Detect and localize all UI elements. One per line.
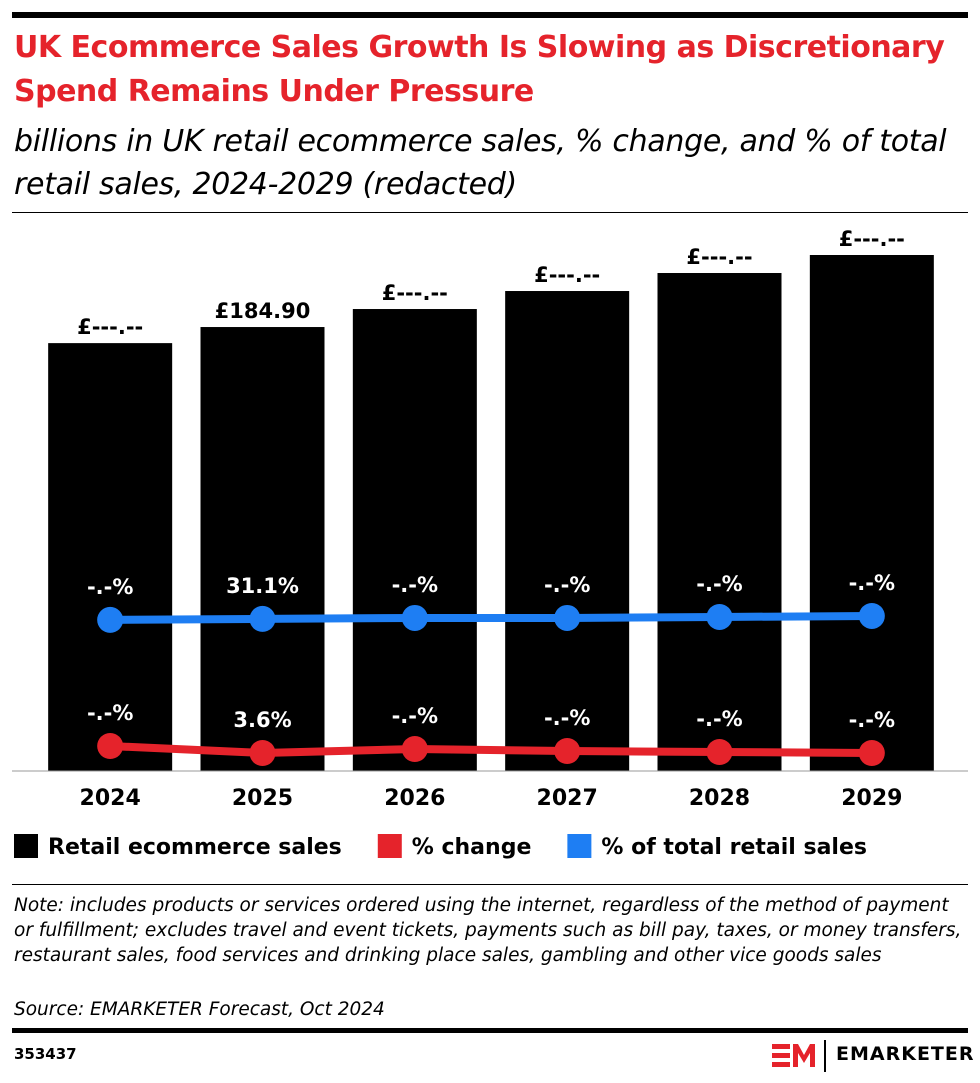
bar-value-label: £184.90 — [215, 299, 311, 323]
bottom-rule — [12, 1028, 968, 1033]
point-value-label: -.-% — [849, 571, 895, 595]
point-value-label: 3.6% — [233, 708, 291, 732]
point — [249, 740, 276, 766]
chart-subtitle: billions in UK retail ecommerce sales, %… — [14, 124, 947, 202]
point-value-label: -.-% — [544, 706, 590, 730]
bar — [352, 309, 477, 771]
chart: £---.-- £184.90 £---.-- £---.-- £---.-- £---.… — [12, 227, 968, 860]
note: Note: includes products or services orde… — [14, 895, 962, 966]
bar — [505, 291, 630, 771]
bar — [657, 273, 782, 771]
point-value-label: 31.1% — [226, 574, 299, 598]
point — [554, 738, 581, 764]
x-tick-label: 2029 — [841, 786, 902, 811]
point-value-label: -.-% — [544, 573, 590, 597]
point — [249, 605, 276, 632]
bar — [200, 327, 325, 771]
line — [109, 742, 872, 758]
bar-value-label: £---.-- — [839, 227, 905, 251]
legend-label: Retail ecommerce sales — [48, 835, 342, 860]
legend-swatch — [567, 834, 592, 858]
line — [110, 611, 872, 624]
legend-label: % of total retail sales — [601, 835, 867, 860]
legend-swatch — [14, 834, 38, 858]
point-value-label: -.-% — [696, 572, 742, 596]
x-tick-label: 2025 — [232, 786, 293, 811]
point-value-label: -.-% — [87, 701, 133, 725]
top-rule — [12, 12, 968, 18]
chart-title: UK Ecommerce Sales Growth Is Slowing as … — [14, 30, 945, 109]
legend-swatch — [377, 834, 402, 858]
bar — [48, 343, 173, 771]
point-value-label: -.-% — [87, 575, 133, 599]
x-tick-label: 2026 — [384, 786, 445, 811]
point-value-label: -.-% — [849, 708, 895, 732]
x-tick-label: 2028 — [689, 786, 750, 811]
rule — [12, 212, 968, 213]
bar-value-label: £---.-- — [686, 245, 752, 269]
bar-value-label: £---.-- — [382, 281, 448, 305]
point — [97, 733, 124, 759]
point-value-label: -.-% — [696, 707, 742, 731]
point — [858, 740, 885, 766]
x-tick-label: 2027 — [537, 786, 598, 811]
source: Source: EMARKETER Forecast, Oct 2024 — [14, 999, 385, 1020]
chart-id: 353437 — [14, 1045, 77, 1063]
point-value-label: -.-% — [392, 704, 438, 728]
point — [401, 604, 428, 631]
bar — [809, 255, 934, 771]
legend-label: % change — [412, 835, 532, 860]
point — [97, 606, 124, 633]
point — [858, 602, 885, 629]
x-tick-label: 2024 — [80, 786, 141, 811]
brand: EMARKETER — [836, 1043, 975, 1065]
bar-value-label: £---.-- — [534, 263, 600, 287]
point — [554, 604, 581, 631]
bar-value-label: £---.-- — [77, 315, 143, 339]
point — [706, 739, 733, 765]
point-value-label: -.-% — [392, 573, 438, 597]
rule — [12, 884, 968, 885]
point — [706, 603, 733, 630]
logo — [772, 1040, 826, 1072]
point — [401, 736, 428, 762]
